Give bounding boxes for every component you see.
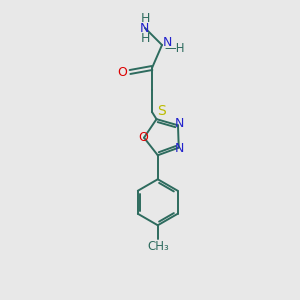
Text: CH₃: CH₃ xyxy=(147,240,169,253)
Text: N: N xyxy=(175,142,184,155)
Text: N: N xyxy=(139,22,149,34)
Text: —H: —H xyxy=(165,43,185,56)
Text: H: H xyxy=(140,11,150,25)
Text: S: S xyxy=(157,104,165,118)
Text: N: N xyxy=(162,35,172,49)
Text: O: O xyxy=(117,65,127,79)
Text: N: N xyxy=(174,117,184,130)
Text: O: O xyxy=(138,131,148,144)
Text: H: H xyxy=(140,32,150,44)
